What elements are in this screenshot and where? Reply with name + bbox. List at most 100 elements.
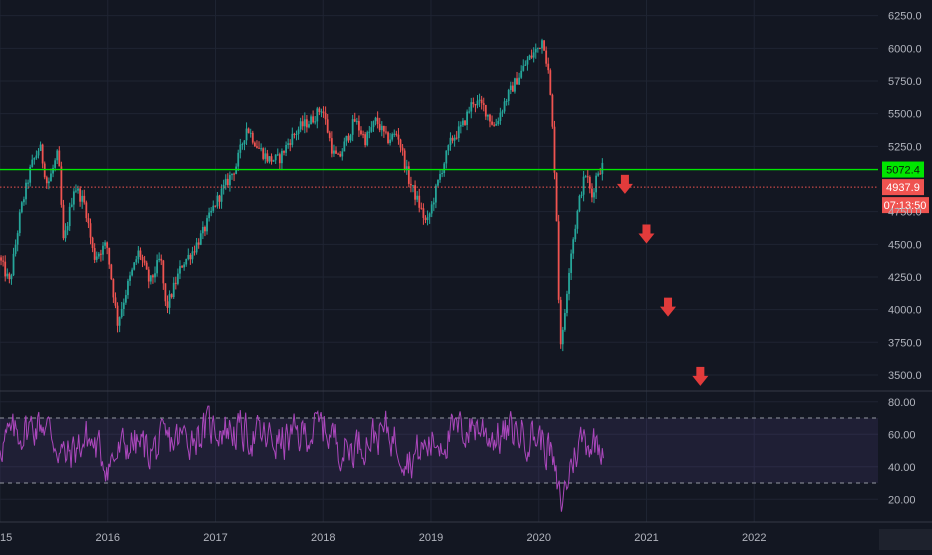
candle-body (266, 153, 269, 162)
candle-body (285, 144, 287, 153)
candle-body (541, 40, 543, 49)
candle-body (524, 64, 527, 66)
price-tag-label: 5072.4 (886, 165, 920, 177)
candle-body (516, 78, 518, 85)
candle-body (422, 208, 425, 218)
candle-body (2, 260, 5, 262)
candle-body (380, 125, 383, 131)
candle-body (530, 55, 533, 58)
price-tick-label: 5250.0 (888, 141, 922, 153)
candle-body (397, 134, 400, 140)
candle-body (328, 132, 331, 139)
down-arrow-icon[interactable] (638, 224, 655, 244)
candle-body (449, 137, 452, 146)
candle-body (289, 143, 292, 145)
candle-body (135, 259, 138, 263)
candle-body (43, 163, 46, 178)
candle-body (85, 202, 88, 219)
candle-body (349, 134, 352, 141)
down-arrow-icon[interactable] (692, 366, 709, 386)
oscillator-tick-label: 40.00 (888, 462, 916, 474)
candle-body (310, 116, 312, 125)
oscillator-pane (0, 390, 932, 512)
axis-corner[interactable] (879, 529, 932, 555)
candle-body (343, 141, 346, 152)
candle-body (539, 47, 541, 49)
candle-body (4, 261, 7, 277)
candle-body (162, 260, 165, 284)
candle-body (262, 148, 265, 159)
candle-body (459, 125, 462, 127)
candle-body (314, 121, 317, 123)
candle-body (464, 120, 466, 125)
candle-body (253, 142, 256, 147)
candle-body (337, 153, 339, 155)
candle-body (330, 138, 333, 154)
candle-body (47, 181, 50, 184)
candle-body (505, 100, 508, 102)
candle-body (482, 103, 485, 105)
candle-body (89, 223, 92, 238)
candle-body (210, 210, 213, 213)
candle-body (595, 175, 597, 193)
down-arrow-icon[interactable] (616, 174, 633, 194)
candle-body (52, 167, 54, 174)
candle-body (154, 273, 156, 278)
candle-body (172, 282, 175, 298)
candle-body (75, 190, 77, 192)
candle-body (353, 119, 356, 122)
candle-body (14, 244, 17, 254)
candle-body (12, 253, 15, 276)
candle-body (77, 188, 79, 191)
candle-body (233, 173, 235, 175)
candle-body (152, 275, 154, 278)
candle-body (322, 111, 325, 114)
candle-body (536, 47, 539, 49)
candle-body (181, 266, 183, 268)
candle-body (31, 159, 34, 167)
candle-body (270, 156, 273, 162)
candle-body (582, 176, 585, 195)
down-arrow-icon[interactable] (660, 297, 677, 317)
oscillator-tick-label: 20.00 (888, 494, 916, 506)
price-tick-label: 4000.0 (888, 305, 922, 317)
oscillator-tick-label: 80.00 (888, 397, 916, 409)
candle-body (395, 133, 398, 135)
candle-body (0, 257, 2, 261)
candle-body (555, 172, 558, 222)
candle-body (391, 134, 394, 140)
candle-body (104, 242, 106, 246)
candle-body (401, 147, 404, 151)
candle-body (189, 254, 192, 260)
candle-body (283, 150, 285, 153)
candle-body (478, 99, 481, 101)
candle-body (231, 173, 233, 176)
candle-body (520, 70, 523, 78)
candle-body (224, 178, 227, 185)
time-tick-label: 2019 (419, 532, 443, 544)
candle-body (29, 166, 32, 183)
candle-body (453, 137, 456, 141)
candle-body (468, 111, 471, 113)
candle-body (368, 131, 371, 133)
candle-body (114, 297, 117, 306)
candle-body (195, 242, 198, 253)
candle-body (214, 205, 217, 207)
candle-body (206, 218, 208, 232)
candle-body (472, 102, 475, 105)
candle-body (545, 50, 548, 64)
candle-body (129, 275, 131, 281)
candle-body (484, 104, 487, 117)
candle-body (563, 312, 566, 330)
candle-body (501, 111, 504, 113)
candle-body (278, 154, 281, 164)
candle-body (16, 233, 19, 245)
candle-body (418, 195, 421, 208)
candle-body (333, 150, 335, 154)
candle-body (176, 273, 179, 284)
candle-body (382, 125, 385, 132)
candle-body (229, 175, 231, 186)
candle-body (297, 129, 300, 134)
candle-body (174, 282, 177, 284)
